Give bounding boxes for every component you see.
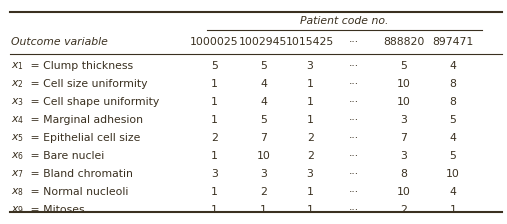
Text: $x_{1}$: $x_{1}$ [11,60,24,72]
Text: ···: ··· [349,37,359,47]
Text: 1000025: 1000025 [190,37,239,47]
Text: $x_{5}$: $x_{5}$ [11,132,24,144]
Text: 2: 2 [260,187,267,197]
Text: 1: 1 [307,115,313,125]
Text: = Mitoses: = Mitoses [27,205,85,215]
Text: 1: 1 [211,151,218,161]
Text: 897471: 897471 [432,37,474,47]
Text: 3: 3 [260,169,267,179]
Text: 3: 3 [211,169,218,179]
Text: ···: ··· [349,61,359,71]
Text: 4: 4 [260,97,267,107]
Text: 8: 8 [449,97,456,107]
Text: 1: 1 [211,205,218,215]
Text: $x_{4}$: $x_{4}$ [11,114,24,126]
Text: 4: 4 [449,61,456,71]
Text: $x_{8}$: $x_{8}$ [11,186,24,198]
Text: 1: 1 [211,97,218,107]
Text: 10: 10 [257,151,270,161]
Text: 888820: 888820 [383,37,424,47]
Text: ···: ··· [349,115,359,125]
Text: 4: 4 [449,187,456,197]
Text: 5: 5 [260,115,267,125]
Text: 4: 4 [449,133,456,143]
Text: 8: 8 [400,169,407,179]
Text: 10: 10 [396,79,411,89]
Text: 7: 7 [260,133,267,143]
Text: ···: ··· [349,187,359,197]
Text: = Bare nuclei: = Bare nuclei [27,151,104,161]
Text: 5: 5 [449,115,456,125]
Text: 3: 3 [307,169,313,179]
Text: 2: 2 [400,205,407,215]
Text: 1: 1 [260,205,267,215]
Text: ···: ··· [349,97,359,107]
Text: 10: 10 [396,97,411,107]
Text: = Cell size uniformity: = Cell size uniformity [27,79,148,89]
Text: 1: 1 [211,187,218,197]
Text: 5: 5 [400,61,407,71]
Text: $x_{9}$: $x_{9}$ [11,204,24,216]
Text: 1015425: 1015425 [286,37,334,47]
Text: $x_{7}$: $x_{7}$ [11,168,24,180]
Text: 3: 3 [400,151,407,161]
Text: 3: 3 [307,61,313,71]
Text: = Epithelial cell size: = Epithelial cell size [27,133,140,143]
Text: 10: 10 [446,169,460,179]
Text: 1: 1 [211,79,218,89]
Text: ···: ··· [349,205,359,215]
Text: = Bland chromatin: = Bland chromatin [27,169,133,179]
Text: 1: 1 [307,187,313,197]
Text: 2: 2 [307,133,313,143]
Text: 2: 2 [211,133,218,143]
Text: 1: 1 [211,115,218,125]
Text: 1002945: 1002945 [239,37,287,47]
Text: $x_{2}$: $x_{2}$ [11,78,24,90]
Text: 3: 3 [400,115,407,125]
Text: = Cell shape uniformity: = Cell shape uniformity [27,97,159,107]
Text: 1: 1 [307,205,313,215]
Text: = Normal nucleoli: = Normal nucleoli [27,187,128,197]
Text: 7: 7 [400,133,407,143]
Text: $x_{6}$: $x_{6}$ [11,150,24,162]
Text: 10: 10 [396,187,411,197]
Text: 1: 1 [449,205,456,215]
Text: 8: 8 [449,79,456,89]
Text: Patient code no.: Patient code no. [300,16,389,26]
Text: Outcome variable: Outcome variable [11,37,108,47]
Text: 5: 5 [211,61,218,71]
Text: = Marginal adhesion: = Marginal adhesion [27,115,143,125]
Text: 1: 1 [307,79,313,89]
Text: 5: 5 [449,151,456,161]
Text: = Clump thickness: = Clump thickness [27,61,133,71]
Text: ···: ··· [349,133,359,143]
Text: ···: ··· [349,169,359,179]
Text: 4: 4 [260,79,267,89]
Text: 1: 1 [307,97,313,107]
Text: $x_{3}$: $x_{3}$ [11,96,24,108]
Text: 2: 2 [307,151,313,161]
Text: 5: 5 [260,61,267,71]
Text: ···: ··· [349,79,359,89]
Text: ···: ··· [349,151,359,161]
